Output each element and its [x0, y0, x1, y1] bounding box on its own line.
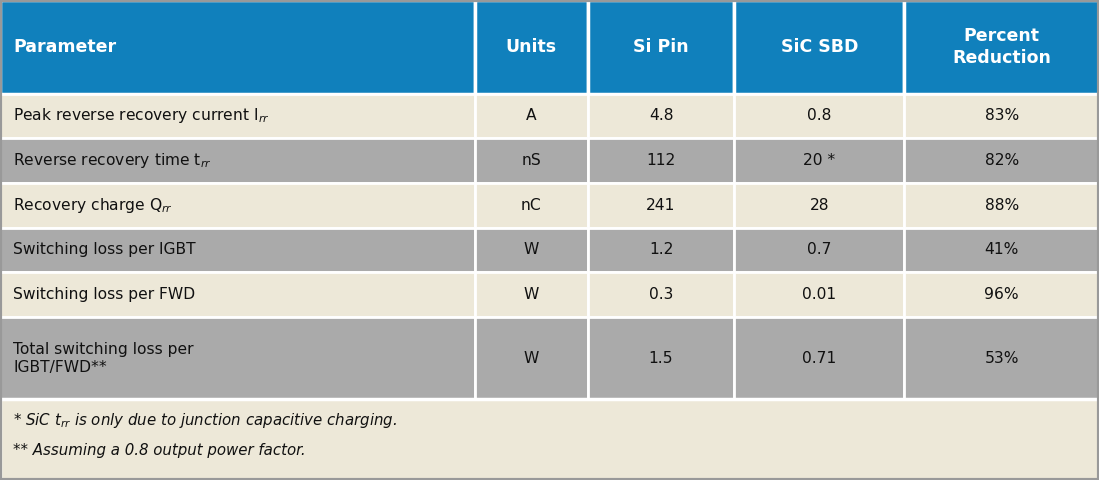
Text: 53%: 53%	[985, 350, 1019, 366]
Bar	[0, 228, 475, 272]
Bar	[0, 183, 475, 228]
Bar	[588, 94, 734, 138]
Text: Si Pin: Si Pin	[633, 38, 689, 56]
Bar	[904, 228, 1099, 272]
Bar	[588, 183, 734, 228]
Text: 96%: 96%	[985, 287, 1019, 302]
Text: 0.71: 0.71	[802, 350, 836, 366]
Text: 82%: 82%	[985, 153, 1019, 168]
Text: A: A	[526, 108, 536, 123]
Text: 0.3: 0.3	[648, 287, 674, 302]
Bar	[588, 0, 734, 94]
Bar	[0, 272, 475, 317]
Text: nS: nS	[522, 153, 541, 168]
Bar	[475, 138, 588, 183]
Bar	[0, 399, 1099, 480]
Bar	[734, 0, 904, 94]
Bar	[904, 183, 1099, 228]
Text: 41%: 41%	[985, 242, 1019, 257]
Bar	[588, 272, 734, 317]
Bar	[475, 228, 588, 272]
Bar	[904, 94, 1099, 138]
Text: * SiC t$_{rr}$ is only due to junction capacitive charging.: * SiC t$_{rr}$ is only due to junction c…	[13, 411, 398, 430]
Bar	[734, 138, 904, 183]
Bar	[588, 228, 734, 272]
Text: 0.01: 0.01	[802, 287, 836, 302]
Bar	[0, 0, 475, 94]
Text: Peak reverse recovery current I$_{rr}$: Peak reverse recovery current I$_{rr}$	[13, 107, 269, 125]
Bar	[475, 94, 588, 138]
Bar	[734, 317, 904, 399]
Text: 4.8: 4.8	[648, 108, 674, 123]
Text: Reverse recovery time t$_{rr}$: Reverse recovery time t$_{rr}$	[13, 151, 212, 170]
Text: W: W	[524, 350, 539, 366]
Text: Units: Units	[506, 38, 557, 56]
Text: Percent
Reduction: Percent Reduction	[953, 27, 1051, 67]
Bar	[0, 138, 475, 183]
Text: Parameter: Parameter	[13, 38, 116, 56]
Bar	[734, 228, 904, 272]
Text: Switching loss per IGBT: Switching loss per IGBT	[13, 242, 196, 257]
Bar	[475, 272, 588, 317]
Text: W: W	[524, 287, 539, 302]
Bar	[475, 317, 588, 399]
Bar	[475, 0, 588, 94]
Text: 1.5: 1.5	[648, 350, 674, 366]
Text: 0.7: 0.7	[807, 242, 832, 257]
Text: SiC SBD: SiC SBD	[780, 38, 858, 56]
Bar	[734, 94, 904, 138]
Text: Total switching loss per
IGBT/FWD**: Total switching loss per IGBT/FWD**	[13, 342, 193, 374]
Bar	[588, 317, 734, 399]
Bar	[734, 272, 904, 317]
Text: 1.2: 1.2	[648, 242, 674, 257]
Text: Recovery charge Q$_{rr}$: Recovery charge Q$_{rr}$	[13, 196, 173, 215]
Text: Switching loss per FWD: Switching loss per FWD	[13, 287, 196, 302]
Text: W: W	[524, 242, 539, 257]
Text: 83%: 83%	[985, 108, 1019, 123]
Text: 112: 112	[646, 153, 676, 168]
Bar	[904, 138, 1099, 183]
Bar	[0, 94, 475, 138]
Bar	[588, 138, 734, 183]
Bar	[734, 183, 904, 228]
Text: 20 *: 20 *	[803, 153, 835, 168]
Text: 28: 28	[810, 198, 829, 213]
Text: 0.8: 0.8	[807, 108, 832, 123]
Bar	[904, 272, 1099, 317]
Text: 88%: 88%	[985, 198, 1019, 213]
Bar	[0, 317, 475, 399]
Bar	[475, 183, 588, 228]
Text: 241: 241	[646, 198, 676, 213]
Bar	[904, 0, 1099, 94]
Bar	[904, 317, 1099, 399]
Text: nC: nC	[521, 198, 542, 213]
Text: ** Assuming a 0.8 output power factor.: ** Assuming a 0.8 output power factor.	[13, 443, 306, 458]
